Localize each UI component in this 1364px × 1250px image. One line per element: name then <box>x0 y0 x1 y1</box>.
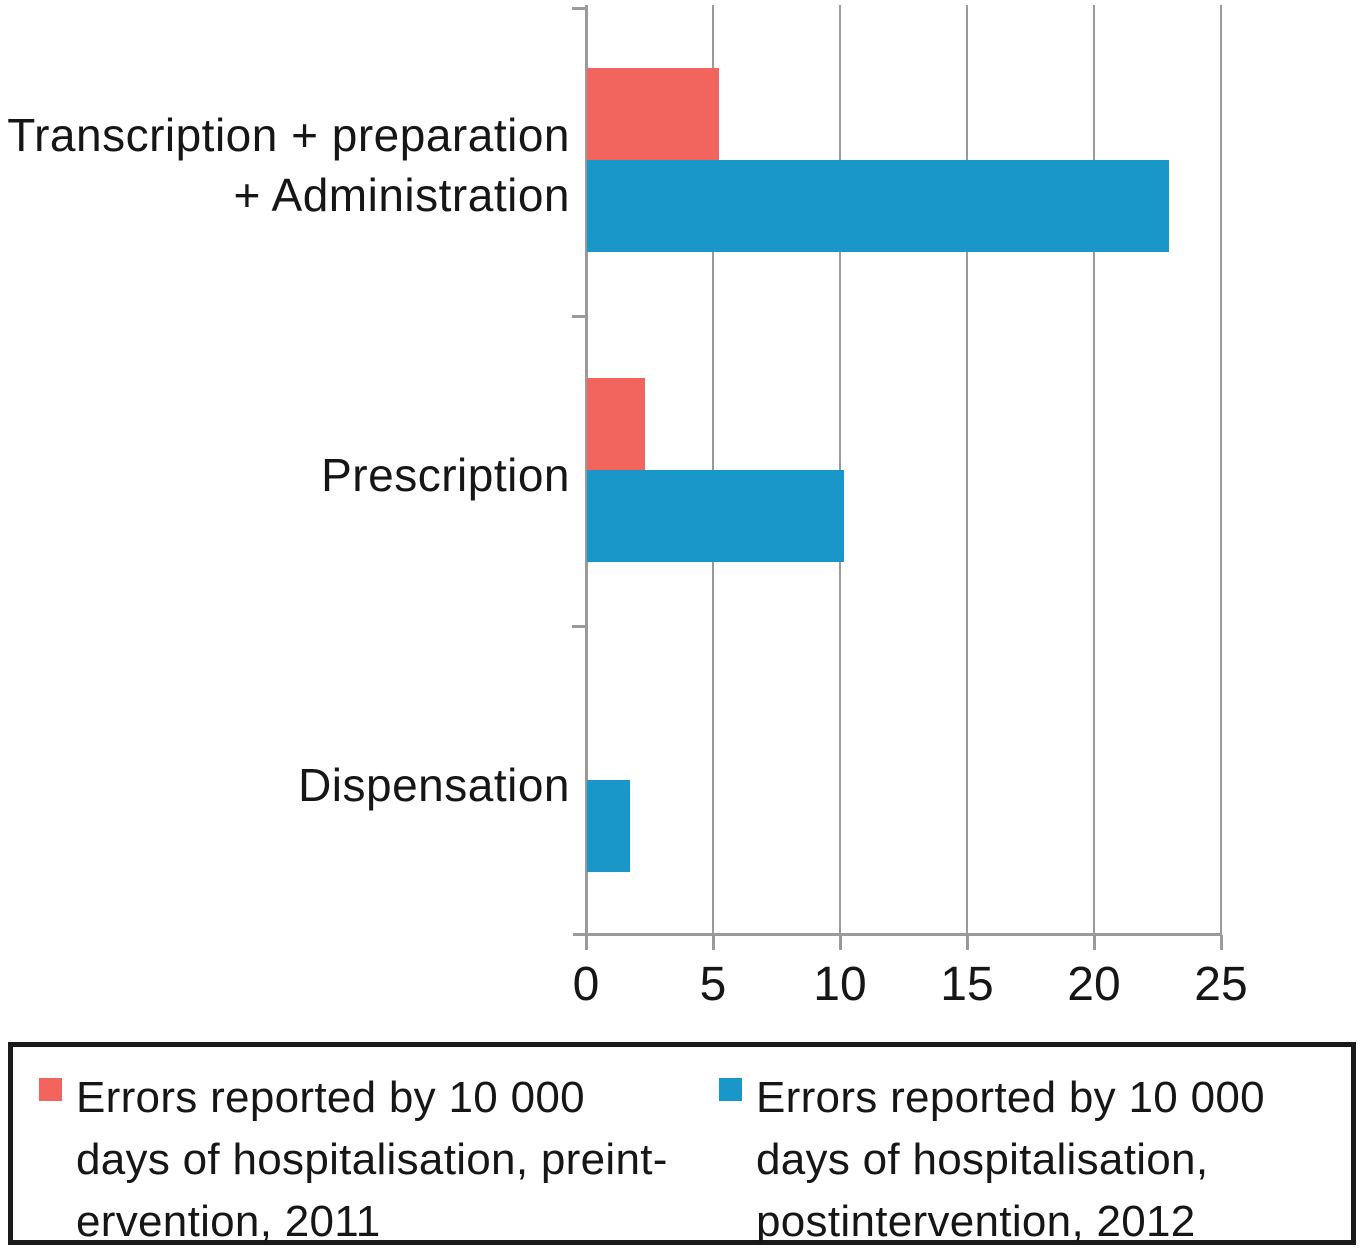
legend-label: Errors reported by 10 000 days of hospit… <box>756 1073 1265 1246</box>
x-axis-tick <box>1093 935 1096 950</box>
x-axis-tick-label: 15 <box>940 958 994 1011</box>
x-axis-tick-label: 25 <box>1194 958 1248 1011</box>
legend-item: Errors reported by 10 000 days of hospit… <box>39 1067 668 1250</box>
bar-preintervention-2 <box>587 378 646 470</box>
category-label: Transcription + preparation + Administra… <box>7 109 570 221</box>
y-axis-tick <box>572 625 586 628</box>
x-axis-tick <box>966 935 969 950</box>
x-axis-tick <box>1220 935 1223 950</box>
x-axis-line <box>573 933 1222 936</box>
x-axis-tick-label: 5 <box>699 958 727 1011</box>
legend-swatch-icon <box>719 1078 742 1101</box>
x-axis-tick-labels: 0 5 10 15 20 25 <box>573 957 1266 1019</box>
x-axis-tick <box>585 935 588 950</box>
x-axis-tick-label: 10 <box>813 958 867 1011</box>
y-axis-line <box>585 5 588 935</box>
y-axis-tick <box>572 7 586 10</box>
category-axis-labels: Transcription + preparation + Administra… <box>0 5 570 935</box>
bar-postintervention-3 <box>587 780 631 872</box>
category-label: Dispensation <box>298 759 570 811</box>
x-axis-tick <box>712 935 715 950</box>
gridline <box>1093 5 1095 935</box>
legend-swatch-icon <box>39 1078 62 1101</box>
bar-preintervention-1 <box>587 68 720 160</box>
category-label: Prescription <box>321 449 570 501</box>
x-axis-tick-label: 0 <box>572 958 600 1011</box>
gridline <box>1220 5 1222 935</box>
y-axis-tick <box>572 315 586 318</box>
legend-label: Errors reported by 10 000 days of hospit… <box>76 1073 668 1246</box>
legend-box: Errors reported by 10 000 days of hospit… <box>8 1042 1356 1246</box>
gridline <box>966 5 968 935</box>
x-axis-tick <box>839 935 842 950</box>
bar-postintervention-1 <box>587 160 1169 252</box>
bar-postintervention-2 <box>587 470 844 562</box>
legend-item: Errors reported by 10 000 days of hospit… <box>719 1067 1265 1250</box>
x-axis-tick-label: 20 <box>1067 958 1121 1011</box>
plot-area <box>572 5 1223 950</box>
